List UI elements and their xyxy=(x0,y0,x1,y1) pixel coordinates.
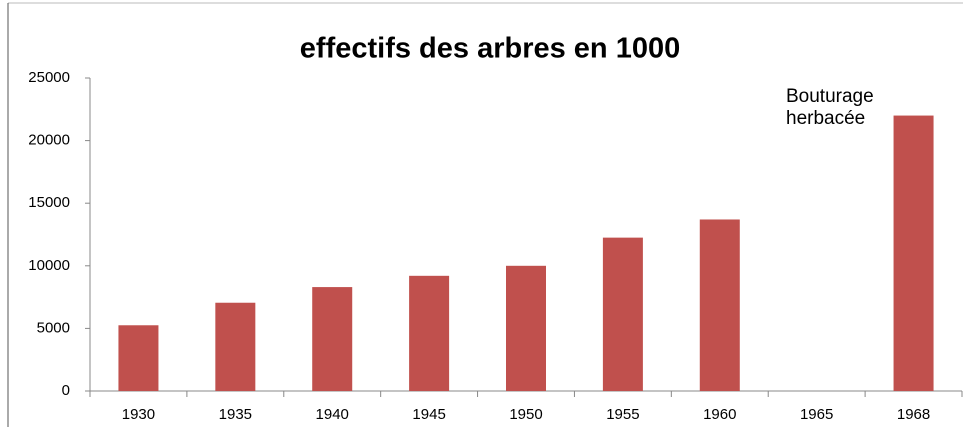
bar xyxy=(893,115,934,391)
y-tick-label: 5000 xyxy=(37,319,70,336)
y-tick-label: 0 xyxy=(62,382,70,399)
y-tick-label: 20000 xyxy=(28,132,70,149)
bar xyxy=(602,237,643,391)
annotation: herbacée xyxy=(786,108,865,129)
x-tick-label: 1940 xyxy=(316,406,349,423)
x-tick-label: 1960 xyxy=(703,406,736,423)
annotation: Bouturage xyxy=(786,86,874,107)
x-tick-label: 1968 xyxy=(897,406,930,423)
x-tick-label: 1945 xyxy=(412,406,445,423)
bar xyxy=(312,287,353,391)
y-tick-label: 25000 xyxy=(28,69,70,86)
chart-title: effectifs des arbres en 1000 xyxy=(300,33,680,65)
x-tick-label: 1950 xyxy=(509,406,542,423)
x-tick-label: 1955 xyxy=(606,406,639,423)
bar xyxy=(215,302,256,391)
bar xyxy=(118,325,159,391)
bar xyxy=(506,265,546,391)
bar xyxy=(699,219,740,391)
x-tick-label: 1935 xyxy=(219,406,252,423)
y-tick-label: 10000 xyxy=(28,257,70,274)
bar xyxy=(409,275,450,391)
x-tick-label: 1965 xyxy=(800,406,833,423)
x-tick-label: 1930 xyxy=(122,406,155,423)
y-tick-label: 15000 xyxy=(28,194,70,211)
